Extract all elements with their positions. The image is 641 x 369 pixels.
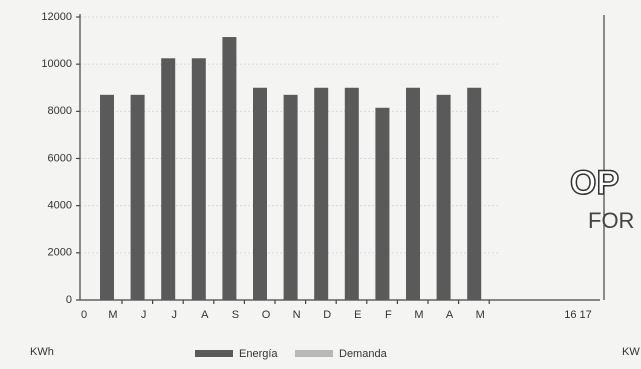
bar [130, 94, 145, 300]
x-tick-label: O [262, 309, 271, 321]
y-tick-label: 4000 [48, 200, 72, 212]
bar [375, 107, 390, 300]
y-tick-label: 12000 [41, 11, 72, 23]
x-tick-label: A [446, 309, 454, 321]
legend-swatch [195, 350, 233, 357]
y-tick-label: 8000 [48, 105, 72, 117]
x-end-label: 16 17 [564, 309, 592, 321]
bar [161, 58, 176, 301]
x-tick-label: N [293, 309, 301, 321]
side-title: OP [570, 164, 619, 202]
bar [344, 87, 359, 300]
bar [283, 94, 298, 300]
bar [253, 87, 267, 300]
bar [436, 94, 451, 300]
bar [314, 87, 329, 300]
x-origin-label: 0 [81, 309, 87, 321]
legend-label: Demanda [339, 348, 388, 360]
y-tick-label: 2000 [48, 247, 72, 259]
bar [222, 37, 237, 300]
x-tick-label: J [171, 309, 177, 321]
x-tick-label: M [108, 309, 117, 321]
x-tick-label: M [414, 309, 423, 321]
x-tick-label: A [201, 309, 209, 321]
x-tick-label: J [141, 309, 147, 321]
side-subtitle: FOR [588, 208, 634, 233]
bar [406, 87, 420, 300]
side-unit: KW [622, 346, 640, 358]
y-tick-label: 6000 [48, 152, 72, 164]
y-tick-label: 10000 [41, 58, 72, 70]
x-tick-label: E [354, 309, 361, 321]
unit-label: KWh [30, 346, 54, 358]
x-tick-label: S [232, 309, 239, 321]
legend-label: Energía [239, 348, 278, 360]
y-tick-label: 0 [66, 294, 72, 306]
x-tick-label: D [323, 309, 331, 321]
bar [100, 94, 114, 300]
x-tick-label: F [385, 309, 392, 321]
bar [467, 87, 482, 300]
x-tick-label: M [476, 309, 485, 321]
bar [191, 58, 206, 301]
legend-swatch [295, 350, 333, 357]
